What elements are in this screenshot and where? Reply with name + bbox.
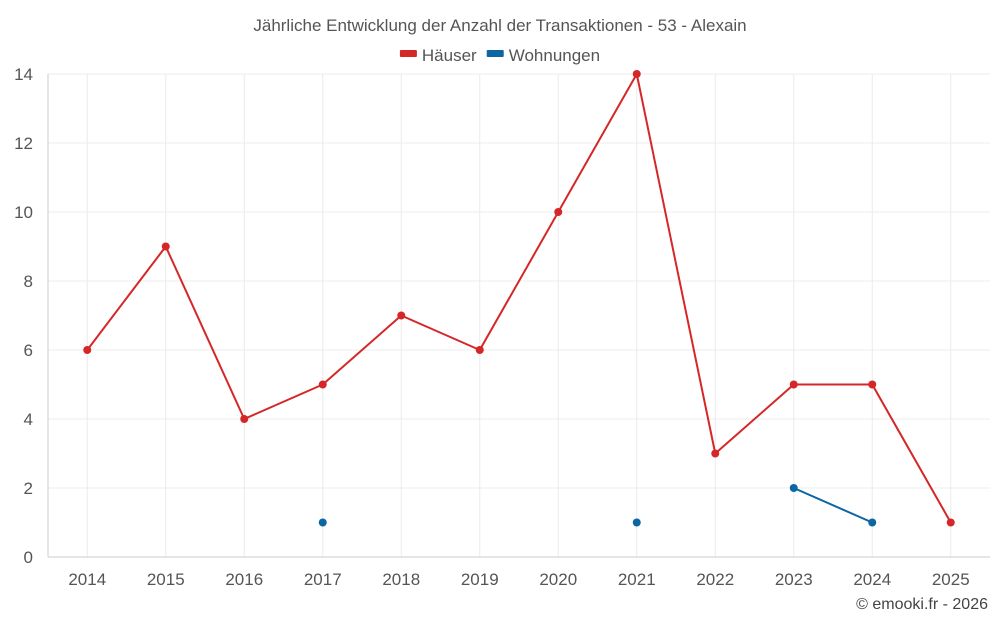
y-tick-label: 2 (24, 479, 33, 498)
grid (47, 73, 990, 558)
y-tick-label: 10 (14, 203, 33, 222)
x-tick-label: 2016 (225, 570, 263, 589)
data-point-series-1[interactable] (240, 415, 249, 423)
legend: Häuser Wohnungen (399, 46, 600, 65)
legend-label-1[interactable]: Häuser (422, 46, 477, 65)
x-tick-label: 2020 (539, 570, 577, 589)
x-tick-label: 2014 (68, 570, 106, 589)
y-axis: 0 2 4 6 8 10 12 14 (14, 65, 33, 567)
chart-title: Jährliche Entwicklung der Anzahl der Tra… (253, 16, 746, 35)
credit: © emooki.fr - 2026 (856, 596, 988, 613)
data-point-series-1[interactable] (632, 70, 641, 78)
data-point-series-2[interactable] (868, 518, 877, 527)
y-tick-label: 14 (14, 65, 33, 84)
series-line-2 (793, 487, 873, 524)
data-point-series-1[interactable] (83, 346, 92, 354)
data-point-series-1[interactable] (789, 380, 798, 389)
x-tick-label: 2023 (775, 570, 813, 589)
data-point-series-2[interactable] (789, 484, 798, 492)
x-tick-label: 2017 (304, 570, 342, 589)
x-tick-label: 2022 (696, 570, 734, 589)
data-point-series-1[interactable] (475, 346, 484, 354)
y-tick-label: 4 (24, 410, 33, 429)
data-point-series-1[interactable] (554, 208, 563, 216)
y-tick-label: 12 (14, 134, 33, 153)
y-tick-label: 8 (24, 272, 33, 291)
x-tick-label: 2021 (618, 570, 656, 589)
plot-area (83, 70, 955, 527)
legend-swatch-2 (486, 50, 504, 57)
x-tick-label: 2025 (932, 570, 970, 589)
data-point-series-1[interactable] (318, 380, 327, 389)
x-tick-label: 2018 (382, 570, 420, 589)
y-tick-label: 6 (24, 341, 33, 360)
data-point-series-1[interactable] (161, 242, 170, 251)
x-axis: 2014 2015 2016 2017 2018 2019 2020 2021 2022 2023… (68, 570, 969, 589)
legend-label-2[interactable]: Wohnungen (509, 46, 600, 65)
x-tick-label: 2015 (147, 570, 185, 589)
x-tick-label: 2019 (461, 570, 499, 589)
data-point-series-1[interactable] (711, 449, 720, 458)
data-point-series-1[interactable] (868, 380, 877, 389)
data-point-series-1[interactable] (946, 518, 955, 527)
data-point-series-1[interactable] (397, 311, 406, 320)
data-point-series-2[interactable] (318, 518, 327, 527)
data-point-series-2[interactable] (632, 518, 641, 527)
series-line-1 (86, 73, 952, 523)
legend-swatch-1 (399, 50, 417, 57)
x-tick-label: 2024 (853, 570, 891, 589)
y-tick-label: 0 (24, 548, 33, 567)
